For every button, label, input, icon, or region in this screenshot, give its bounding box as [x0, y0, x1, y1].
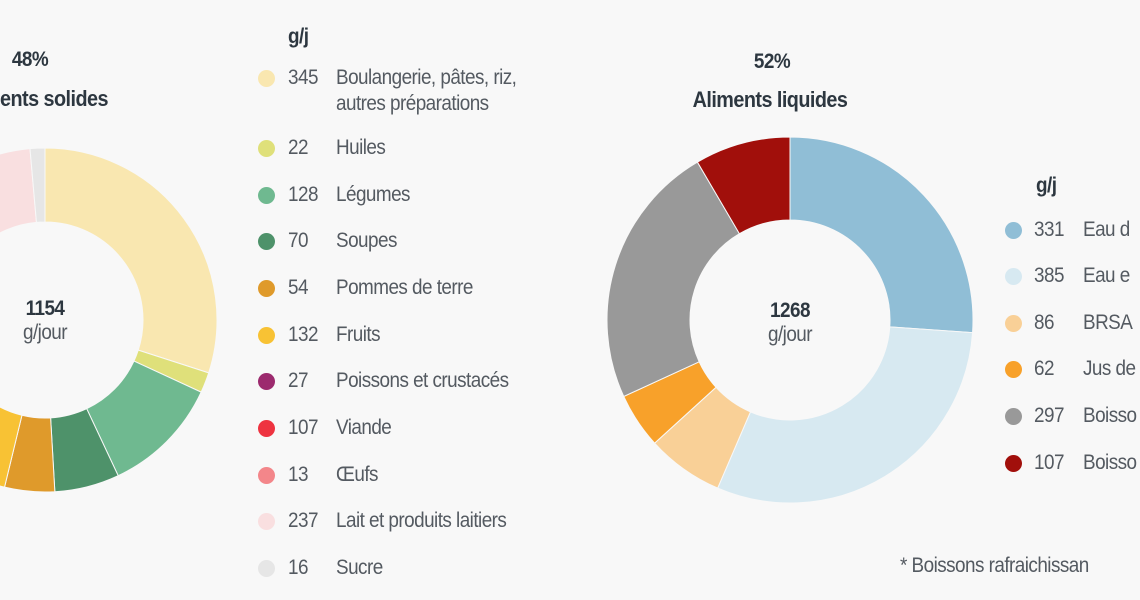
legend-value: 16 [288, 556, 308, 579]
legend-value: 54 [288, 276, 308, 299]
solid-title: ents solides [0, 86, 109, 111]
liquid-title: Aliments liquides [692, 87, 848, 112]
legend-swatch [1005, 222, 1022, 239]
legend-label: Eau e [1083, 264, 1130, 287]
legend-value: 62 [1034, 357, 1054, 380]
legend-swatch [258, 513, 275, 530]
slice-1-5 [696, 136, 791, 235]
legend-value: 385 [1034, 264, 1064, 287]
legend-label: Huiles [336, 136, 386, 159]
legend-label: Boisso [1083, 451, 1137, 474]
legend-label: Soupes [336, 229, 397, 252]
legend-value: 128 [288, 183, 318, 206]
legend-value: 107 [1034, 451, 1064, 474]
legend-value: 345 [288, 66, 318, 89]
legend-swatch [258, 420, 275, 437]
footnote: * Boissons rafraichissan [900, 554, 1089, 577]
legend-label: Poissons et crustacés [336, 369, 509, 392]
legend-header: g/j [288, 25, 309, 48]
slice-0-0 [44, 147, 218, 374]
legend-swatch [258, 280, 275, 297]
legend-label-line2: autres préparations [336, 92, 489, 115]
legend-swatch [258, 70, 275, 87]
solid-center-value: 1154 [25, 297, 65, 320]
legend-value: 107 [288, 416, 318, 439]
legend-value: 237 [288, 509, 318, 532]
legend-label: Boulangerie, pâtes, riz, [336, 66, 517, 89]
legend-swatch [258, 187, 275, 204]
legend-label: Pommes de terre [336, 276, 473, 299]
solid-center-unit: g/jour [22, 321, 68, 344]
legend-label: Eau d [1083, 218, 1130, 241]
legend-label: Boisso [1083, 404, 1137, 427]
legend-value: 86 [1034, 311, 1054, 334]
liquid-center-value: 1268 [770, 299, 810, 322]
legend-swatch [258, 327, 275, 344]
slice-1-4 [606, 161, 741, 398]
legend-header: g/j [1036, 174, 1057, 197]
legend-swatch [1005, 361, 1022, 378]
liquid-percent: 52% [753, 50, 791, 73]
slice-1-1 [717, 326, 974, 504]
legend-value: 27 [288, 369, 308, 392]
legend-label: Jus de [1083, 357, 1136, 380]
legend-swatch [1005, 268, 1022, 285]
legend-value: 22 [288, 136, 308, 159]
legend-swatch [258, 467, 275, 484]
legend-label: Légumes [336, 183, 411, 206]
legend-label: Fruits [336, 323, 381, 346]
slice-1-0 [789, 136, 974, 334]
legend-swatch [258, 140, 275, 157]
legend-label: BRSA [1083, 311, 1133, 334]
legend-label: Lait et produits laitiers [336, 509, 507, 532]
legend-swatch [258, 233, 275, 250]
legend-value: 70 [288, 229, 308, 252]
legend-swatch [258, 560, 275, 577]
solid-percent: 48% [11, 48, 49, 71]
legend-label: Œufs [336, 463, 378, 486]
legend-swatch [1005, 315, 1022, 332]
legend-swatch [258, 373, 275, 390]
legend-value: 13 [288, 463, 308, 486]
slice-0-10 [29, 147, 46, 223]
slice-0-9 [0, 148, 37, 234]
legend-value: 331 [1034, 218, 1064, 241]
legend-swatch [1005, 455, 1022, 472]
slice-0-5 [0, 406, 23, 488]
legend-swatch [1005, 408, 1022, 425]
liquid-center-unit: g/jour [767, 323, 813, 346]
legend-value: 297 [1034, 404, 1064, 427]
legend-label: Sucre [336, 556, 383, 579]
legend-label: Viande [336, 416, 392, 439]
legend-value: 132 [288, 323, 318, 346]
